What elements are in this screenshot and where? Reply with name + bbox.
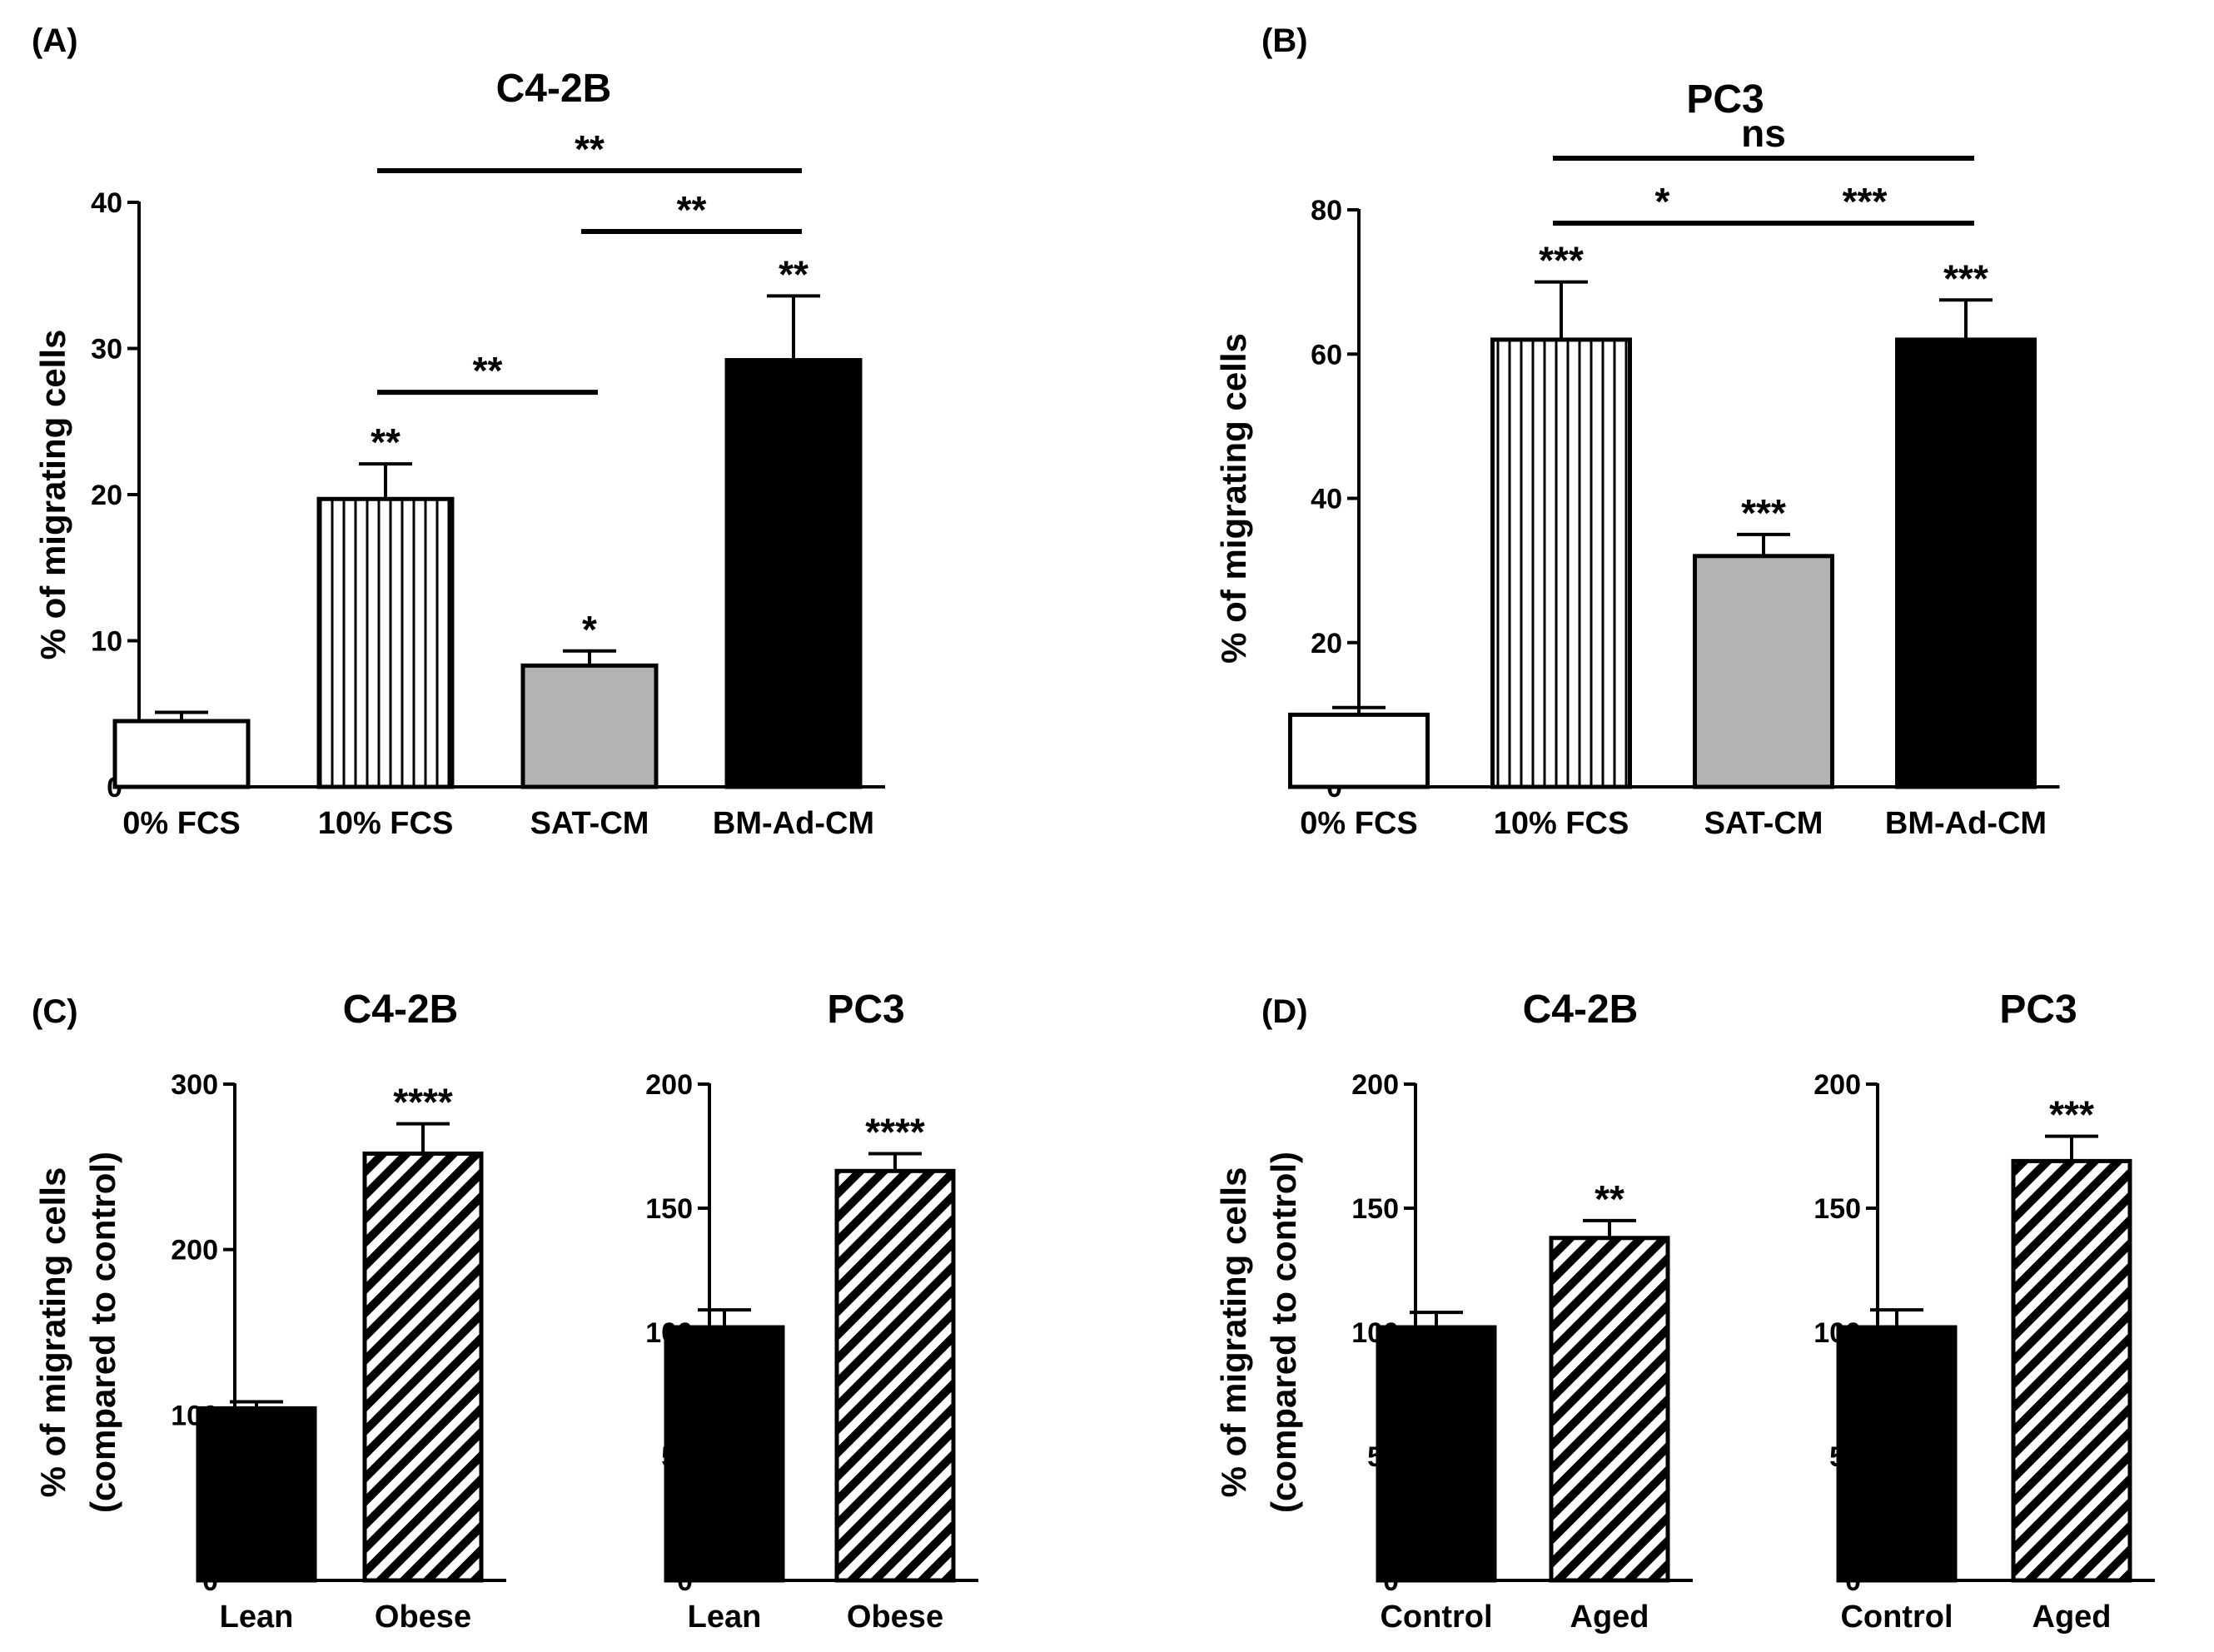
bar bbox=[112, 719, 251, 789]
x-tick-label: Aged bbox=[2032, 1600, 2112, 1635]
significance-label: ** bbox=[1595, 1177, 1624, 1221]
chart-c-pc3: PC3050100150200LeanObese**** bbox=[645, 988, 978, 1635]
y-tick-label: 60 bbox=[1311, 339, 1342, 371]
y-axis-label: % of migrating cells bbox=[33, 330, 72, 660]
bar bbox=[1836, 1325, 1958, 1583]
y-tick-label: 20 bbox=[91, 480, 122, 511]
bar bbox=[362, 1151, 484, 1583]
chart-title: C4-2B bbox=[1523, 988, 1639, 1032]
comparison-label: ** bbox=[473, 349, 503, 392]
chart-title: PC3 bbox=[827, 988, 904, 1032]
comparison-label: * bbox=[1655, 180, 1670, 223]
y-tick-label: 150 bbox=[645, 1193, 693, 1225]
panel-label-b: (B) bbox=[1261, 22, 1308, 59]
x-tick-label: SAT-CM bbox=[530, 806, 649, 841]
x-tick-label: 10% FCS bbox=[1494, 806, 1629, 841]
y-tick-label: 30 bbox=[91, 334, 122, 366]
bar bbox=[1693, 554, 1834, 789]
y-tick-label: 150 bbox=[1813, 1193, 1861, 1225]
significance-label: **** bbox=[865, 1110, 925, 1153]
comparison-label: ns bbox=[1741, 112, 1786, 155]
x-tick-label: Aged bbox=[1570, 1600, 1649, 1635]
x-tick-label: Control bbox=[1840, 1600, 1953, 1635]
significance-label: ** bbox=[371, 420, 401, 464]
bar bbox=[1490, 337, 1632, 789]
y-axis-label: % of migrating cells bbox=[33, 1167, 72, 1498]
bar bbox=[1376, 1325, 1497, 1583]
significance-label: **** bbox=[393, 1081, 453, 1124]
bar bbox=[1549, 1236, 1670, 1583]
comparison-label: ** bbox=[575, 127, 604, 171]
panel-label-a: (A) bbox=[32, 22, 78, 59]
significance-label: * bbox=[582, 608, 597, 651]
y-tick-label: 80 bbox=[1311, 195, 1342, 226]
x-tick-label: BM-Ad-CM bbox=[713, 806, 874, 841]
bar bbox=[834, 1168, 956, 1583]
x-tick-label: BM-Ad-CM bbox=[1885, 806, 2047, 841]
y-axis-label: % of migrating cells bbox=[1214, 1167, 1253, 1498]
x-tick-label: Obese bbox=[847, 1600, 943, 1635]
x-tick-label: Lean bbox=[220, 1600, 294, 1635]
y-tick-label: 200 bbox=[1351, 1069, 1399, 1101]
x-tick-label: Lean bbox=[688, 1600, 762, 1635]
y-tick-label: 40 bbox=[91, 187, 122, 219]
x-tick-label: Control bbox=[1380, 1600, 1492, 1635]
chart-d-c4-2b: C4-2B050100150200% of migrating cells(co… bbox=[1214, 988, 1693, 1635]
significance-label: *** bbox=[1943, 256, 1988, 300]
x-tick-label: 0% FCS bbox=[122, 806, 240, 841]
significance-label: ** bbox=[779, 252, 808, 296]
x-tick-label: SAT-CM bbox=[1704, 806, 1823, 841]
chart-title: PC3 bbox=[1686, 77, 1764, 122]
y-tick-label: 40 bbox=[1311, 484, 1342, 515]
comparison-label: ** bbox=[677, 188, 707, 231]
comparison-label: *** bbox=[1843, 180, 1888, 223]
significance-label: *** bbox=[2049, 1093, 2094, 1137]
y-axis-label-secondary: (compared to control) bbox=[83, 1152, 122, 1513]
panel-label-c: (C) bbox=[32, 993, 78, 1030]
chart-d-pc3: PC3050100150200ControlAged*** bbox=[1813, 988, 2155, 1635]
bar bbox=[724, 358, 863, 789]
y-tick-label: 150 bbox=[1351, 1193, 1399, 1225]
y-tick-label: 10 bbox=[91, 626, 122, 658]
chart-title: C4-2B bbox=[496, 67, 612, 111]
y-tick-label: 200 bbox=[171, 1235, 218, 1266]
y-tick-label: 200 bbox=[1813, 1069, 1861, 1101]
bar bbox=[1288, 712, 1430, 789]
bar bbox=[2011, 1158, 2132, 1583]
chart-title: C4-2B bbox=[343, 988, 459, 1032]
y-tick-label: 300 bbox=[171, 1069, 218, 1101]
x-tick-label: 10% FCS bbox=[318, 806, 454, 841]
chart-title: PC3 bbox=[1999, 988, 2077, 1032]
x-tick-label: 0% FCS bbox=[1300, 806, 1417, 841]
bar bbox=[520, 663, 659, 789]
bar bbox=[196, 1406, 317, 1583]
bar bbox=[664, 1325, 785, 1583]
y-tick-label: 200 bbox=[645, 1069, 693, 1101]
y-axis-label: % of migrating cells bbox=[1214, 333, 1253, 664]
y-tick-label: 20 bbox=[1311, 628, 1342, 659]
chart-c-c4-2b: C4-2B0100200300% of migrating cells(comp… bbox=[33, 988, 506, 1635]
bar bbox=[316, 496, 455, 789]
significance-label: *** bbox=[1539, 239, 1584, 282]
significance-label: *** bbox=[1741, 491, 1786, 535]
bar bbox=[1895, 337, 2037, 789]
panel-label-d: (D) bbox=[1261, 993, 1308, 1030]
y-axis-label-secondary: (compared to control) bbox=[1264, 1152, 1303, 1513]
x-tick-label: Obese bbox=[375, 1600, 471, 1635]
